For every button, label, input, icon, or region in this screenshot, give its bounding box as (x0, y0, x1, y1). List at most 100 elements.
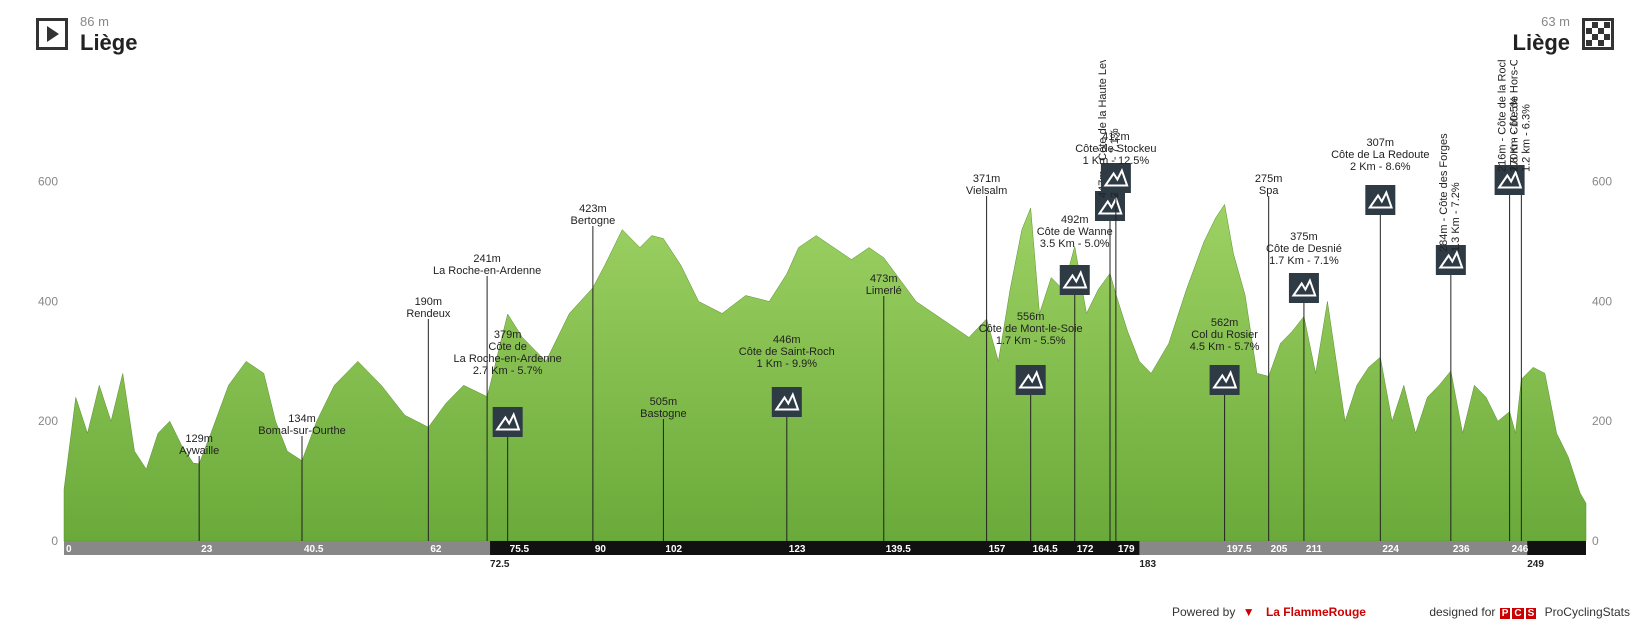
x-tick-label: 23 (201, 544, 213, 555)
climb-elev: 375m (1290, 231, 1318, 243)
x-tick-label: 197.5 (1227, 544, 1252, 555)
climb-elev: 446m (773, 334, 801, 346)
climb-label-vertical: 284m - Côte des Forges (1438, 133, 1450, 252)
climb-label-vertical: 216m - Côte de la Roche-aux-Faucons (1497, 60, 1509, 172)
x-axis-strip-dark (1527, 541, 1586, 555)
start-name: Liège (80, 30, 137, 56)
pcs-badge-icon: C (1512, 608, 1523, 619)
climb-stats: 1.7 Km - 5.5% (996, 335, 1066, 347)
place-name: Bertogne (571, 215, 616, 227)
climb-stats-vertical: 1.3 Km - 7.2% (1450, 182, 1462, 252)
x-tick-label: 211 (1306, 544, 1323, 555)
climb-icon (1101, 163, 1131, 193)
x-tick-label: 236 (1453, 544, 1470, 555)
climb-stats: 2.7 Km - 5.7% (473, 365, 543, 377)
finish-name: Liège (1513, 30, 1570, 56)
place-name: Rendeux (406, 308, 451, 320)
climb-name: Côte de Mont-le-Soie (979, 323, 1083, 335)
finish-icon (1582, 18, 1614, 50)
svg-text:0: 0 (51, 534, 58, 548)
pcs-badge-icon: S (1526, 608, 1537, 619)
place-elev: 241m (473, 253, 501, 265)
place-name: Bomal-sur-Ourthe (258, 425, 345, 437)
svg-text:600: 600 (38, 175, 58, 189)
climb-stats-vertical: 1.2 km - 6.3% (1520, 104, 1532, 172)
elevation-profile-chart: 00200200400400600600 02340.56275.5901021… (36, 60, 1614, 585)
place-elev: 505m (650, 396, 678, 408)
climb-elev: 412m (1102, 131, 1130, 143)
x-segment-label: 183 (1139, 559, 1156, 570)
climb-elev: 492m (1061, 214, 1089, 226)
climb-elev: 562m (1211, 317, 1239, 329)
elevation-area (64, 204, 1586, 541)
place-name: Bastogne (640, 408, 686, 420)
x-tick-label: 157 (989, 544, 1006, 555)
climb-stats: 2 Km - 8.6% (1350, 161, 1411, 173)
climb-name: Côte de (488, 341, 527, 353)
x-tick-label: 0 (66, 544, 72, 555)
place-elev: 371m (973, 173, 1001, 185)
place-name: Aywaille (179, 445, 219, 457)
designed-for-label: designed for (1429, 605, 1495, 619)
header: 86 m Liège 63 m Liège (0, 10, 1650, 60)
finish-elevation: 63 m (1541, 14, 1570, 29)
place-elev: 190m (415, 296, 443, 308)
start-icon (36, 18, 68, 50)
place-name: La Roche-en-Ardenne (433, 265, 541, 277)
climb-icon (493, 407, 523, 437)
place-elev: 275m (1255, 173, 1283, 185)
svg-text:200: 200 (38, 414, 58, 428)
x-tick-label: 224 (1382, 544, 1399, 555)
svg-text:600: 600 (1592, 175, 1612, 189)
place-name: Limerlé (866, 285, 902, 297)
climb-label-vertical: 270m - Côte de Hors-Château (1508, 60, 1520, 172)
climb-stats: 1 Km - 12.5% (1083, 155, 1150, 167)
x-tick-label: 259 (1588, 544, 1605, 555)
x-tick-label: 102 (665, 544, 682, 555)
climb-elev: 307m (1367, 137, 1395, 149)
climb-stats: 4.5 Km - 5.7% (1190, 341, 1260, 353)
x-tick-label: 62 (430, 544, 442, 555)
climb-icon (1016, 365, 1046, 395)
x-tick-label: 90 (595, 544, 607, 555)
x-segment-label: 249 (1527, 559, 1544, 570)
lfr-logo-icon: ▼ (1243, 605, 1255, 619)
svg-text:200: 200 (1592, 414, 1612, 428)
place-elev: 129m (185, 433, 213, 445)
place-elev: 423m (579, 203, 607, 215)
climb-stats: 3.5 Km - 5.0% (1040, 238, 1110, 250)
x-tick-label: 123 (789, 544, 806, 555)
place-name: Vielsalm (966, 185, 1007, 197)
climb-stats: 1 Km - 9.9% (757, 358, 818, 370)
climb-icon (772, 387, 802, 417)
climb-icon (1210, 365, 1240, 395)
climb-name: Col du Rosier (1191, 329, 1258, 341)
climb-name: Côte de Stockeu (1075, 143, 1156, 155)
footer: Powered by ▼ La FlammeRouge designed for… (1172, 605, 1630, 619)
climb-name2: La Roche-en-Ardenne (454, 353, 562, 365)
start-elevation: 86 m (80, 14, 109, 29)
climb-icon (1060, 265, 1090, 295)
climb-stats: 1.7 Km - 7.1% (1269, 255, 1339, 267)
climb-icon (1289, 273, 1319, 303)
x-tick-label: 246 (1512, 544, 1529, 555)
place-name: Spa (1259, 185, 1279, 197)
climb-elev: 379m (494, 329, 522, 341)
lfr-name: La FlammeRouge (1266, 605, 1366, 619)
x-tick-label: 179 (1118, 544, 1135, 555)
x-segment-label: 72.5 (490, 559, 510, 570)
x-tick-label: 139.5 (886, 544, 911, 555)
svg-text:400: 400 (38, 294, 58, 308)
climb-name: Côte de La Redoute (1331, 149, 1429, 161)
place-elev: 134m (288, 413, 316, 425)
x-tick-label: 75.5 (510, 544, 530, 555)
climb-name: Côte de Desnié (1266, 243, 1342, 255)
pcs-name: ProCyclingStats (1545, 605, 1630, 619)
climb-icon (1365, 185, 1395, 215)
climb-name: Côte de Saint-Roch (739, 346, 835, 358)
x-tick-label: 172 (1077, 544, 1094, 555)
pcs-badge-icon: P (1500, 608, 1511, 619)
x-tick-label: 40.5 (304, 544, 324, 555)
place-elev: 473m (870, 273, 898, 285)
x-tick-label: 164.5 (1033, 544, 1058, 555)
